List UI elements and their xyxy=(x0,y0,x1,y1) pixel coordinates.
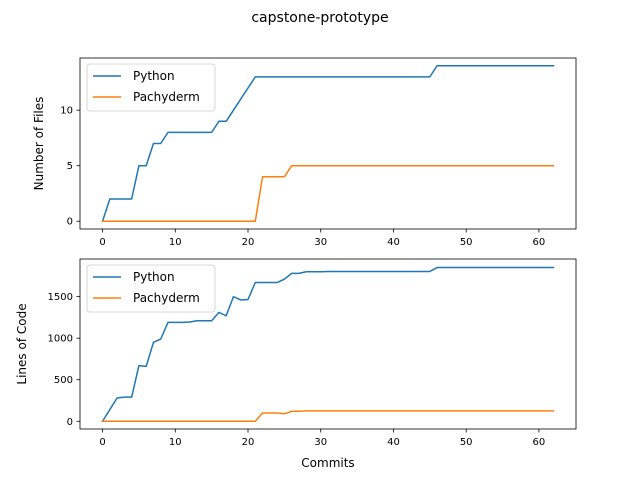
lines-x-axis-label: Commits xyxy=(301,456,354,470)
files-legend-label-python: Python xyxy=(133,69,175,83)
lines-x-tick-label: 30 xyxy=(314,437,327,448)
files-y-tick-label: 0 xyxy=(67,217,73,228)
lines-y-axis-label: Lines of Code xyxy=(15,303,29,384)
lines-x-tick-label: 40 xyxy=(387,437,400,448)
figure-title: capstone-prototype xyxy=(251,10,388,26)
lines-y-tick-label: 1500 xyxy=(48,292,73,303)
lines-x-tick-label: 0 xyxy=(99,437,105,448)
files-series-python-line xyxy=(101,65,555,223)
lines-series-python-line xyxy=(101,266,555,423)
files-x-tick-label: 20 xyxy=(242,237,255,248)
files-legend: Python Pachyderm xyxy=(86,63,216,112)
lines-y-tick-label: 0 xyxy=(67,417,73,428)
files-panel: 0 10 20 30 40 50 60 0 5 10 Number of Files Python Pa… xyxy=(32,57,577,248)
lines-x-tick-label: 60 xyxy=(533,437,546,448)
lines-legend: Python Pachyderm xyxy=(86,264,216,313)
lines-legend-label-python: Python xyxy=(133,270,175,284)
lines-axes-frame xyxy=(79,258,577,430)
files-x-tick-label: 50 xyxy=(460,237,473,248)
lines-series-pachyderm-line xyxy=(101,410,555,423)
files-x-tick-label: 60 xyxy=(533,237,546,248)
files-y-tick-label: 5 xyxy=(67,161,73,172)
lines-panel: 0 10 20 30 40 50 60 0 500 1000 1500 Lines of Code Co… xyxy=(15,258,577,470)
files-x-tick-label: 10 xyxy=(169,237,182,248)
files-y-axis-label: Number of Files xyxy=(32,97,46,191)
lines-y-tick-label: 1000 xyxy=(48,334,73,345)
lines-x-tick-label: 20 xyxy=(242,437,255,448)
lines-y-tick-label: 500 xyxy=(54,375,73,386)
files-series-pachyderm-line xyxy=(101,164,555,222)
lines-x-tick-label: 10 xyxy=(169,437,182,448)
files-legend-label-pachyderm: Pachyderm xyxy=(133,90,200,104)
files-y-tick-label: 10 xyxy=(60,106,73,117)
lines-x-tick-label: 50 xyxy=(460,437,473,448)
files-x-tick-label: 30 xyxy=(314,237,327,248)
files-axes-frame xyxy=(79,57,577,230)
lines-legend-label-pachyderm: Pachyderm xyxy=(133,291,200,305)
files-x-tick-label: 40 xyxy=(387,237,400,248)
files-x-tick-label: 0 xyxy=(99,237,105,248)
